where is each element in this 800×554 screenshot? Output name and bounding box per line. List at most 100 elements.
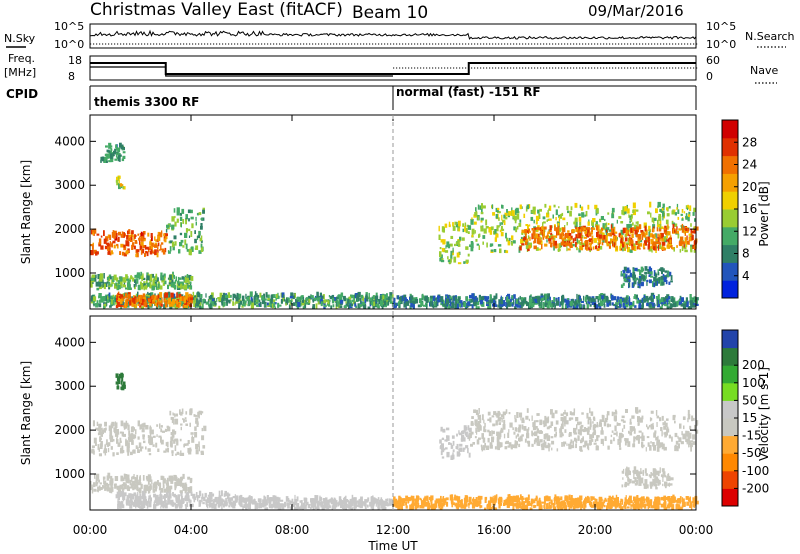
scatter-cell [525,241,528,246]
scatter-cell [612,495,614,500]
scatter-cell [143,277,146,281]
scatter-cell [142,283,145,287]
scatter-cell [123,422,126,428]
scatter-cell [671,498,675,503]
scatter-cell [343,497,345,504]
scatter-cell [643,298,647,303]
scatter-cell [640,266,644,273]
scatter-cell [593,238,597,243]
scatter-cell [469,244,471,247]
scatter-cell [163,478,166,482]
scatter-cell [155,486,157,491]
scatter-cell [488,227,491,233]
scatter-cell [579,242,583,246]
scatter-cell [450,455,454,460]
nsky-label: N.Sky [4,32,36,45]
scatter-cell [620,301,622,304]
scatter-cell [676,207,678,210]
scatter-cell [127,230,129,235]
scatter-cell [492,212,495,216]
scatter-cell [623,245,626,251]
scatter-cell [142,434,145,437]
scatter-cell [439,257,442,262]
scatter-cell [574,300,577,304]
scatter-cell [450,443,453,449]
scatter-cell [691,301,695,304]
scatter-cell [667,496,670,502]
scatter-cell [440,450,443,456]
scatter-cell [218,297,221,302]
scatter-cell [183,443,187,446]
scatter-cell [659,235,662,239]
scatter-cell [315,303,318,309]
scatter-cell [275,293,278,299]
scatter-cell [520,496,524,500]
scatter-cell [106,281,109,284]
scatter-cell [270,294,274,301]
scatter-cell [270,298,273,304]
scatter-cell [499,222,501,226]
chart-title: Christmas Valley East (fitACF) [90,0,343,20]
scatter-cell [117,431,120,435]
scatter-cell [274,306,276,309]
scatter-cell [145,296,149,302]
scatter-cell [440,445,444,451]
scatter-cell [158,482,160,487]
scatter-cell [420,302,423,307]
scatter-cell [676,203,679,209]
scatter-cell [212,493,215,497]
scatter-cell [645,295,649,302]
scatter-cell [471,217,473,220]
scatter-cell [547,233,549,237]
scatter-cell [378,299,382,305]
scatter-cell [257,294,260,298]
scatter-cell [652,295,654,299]
scatter-cell [246,296,250,301]
scatter-cell [219,496,222,502]
scatter-cell [676,301,679,307]
scatter-cell [263,293,266,299]
scatter-cell [434,301,438,308]
scatter-cell [213,500,215,505]
scatter-cell [640,502,644,506]
scatter-cell [184,280,187,283]
scatter-cell [501,417,503,423]
scatter-cell [495,233,499,238]
scatter-cell [107,251,111,255]
scatter-cell [178,304,181,308]
scatter-cell [691,500,695,504]
scatter-cell [466,224,469,228]
scatter-cell [621,499,624,505]
scatter-cell [187,489,191,494]
scatter-cell [249,291,253,298]
scatter-cell [625,230,628,236]
scatter-cell [538,227,541,231]
scatter-cell [194,303,197,308]
scatter-cell [176,300,178,305]
scatter-cell [523,213,526,218]
scatter-cell [212,298,215,302]
scatter-cell [691,230,695,234]
scatter-cell [200,240,203,243]
scatter-cell [266,302,269,306]
scatter-cell [632,300,635,307]
scatter-cell [474,230,476,234]
scatter-cell [514,302,519,307]
scatter-cell [161,248,165,253]
scatter-cell [121,158,125,162]
scatter-cell [557,222,560,229]
scatter-cell [514,219,517,224]
scatter-cell [428,505,431,509]
scatter-cell [132,475,135,480]
scatter-cell [462,447,466,450]
scatter-cell [694,226,696,231]
scatter-cell [174,300,177,304]
scatter-cell [647,269,650,274]
scatter-cell [382,295,385,300]
scatter-cell [566,496,569,500]
scatter-cell [150,292,154,298]
scatter-cell [520,236,523,241]
scatter-cell [103,273,105,279]
scatter-cell [600,230,603,234]
scatter-cell [670,296,672,299]
